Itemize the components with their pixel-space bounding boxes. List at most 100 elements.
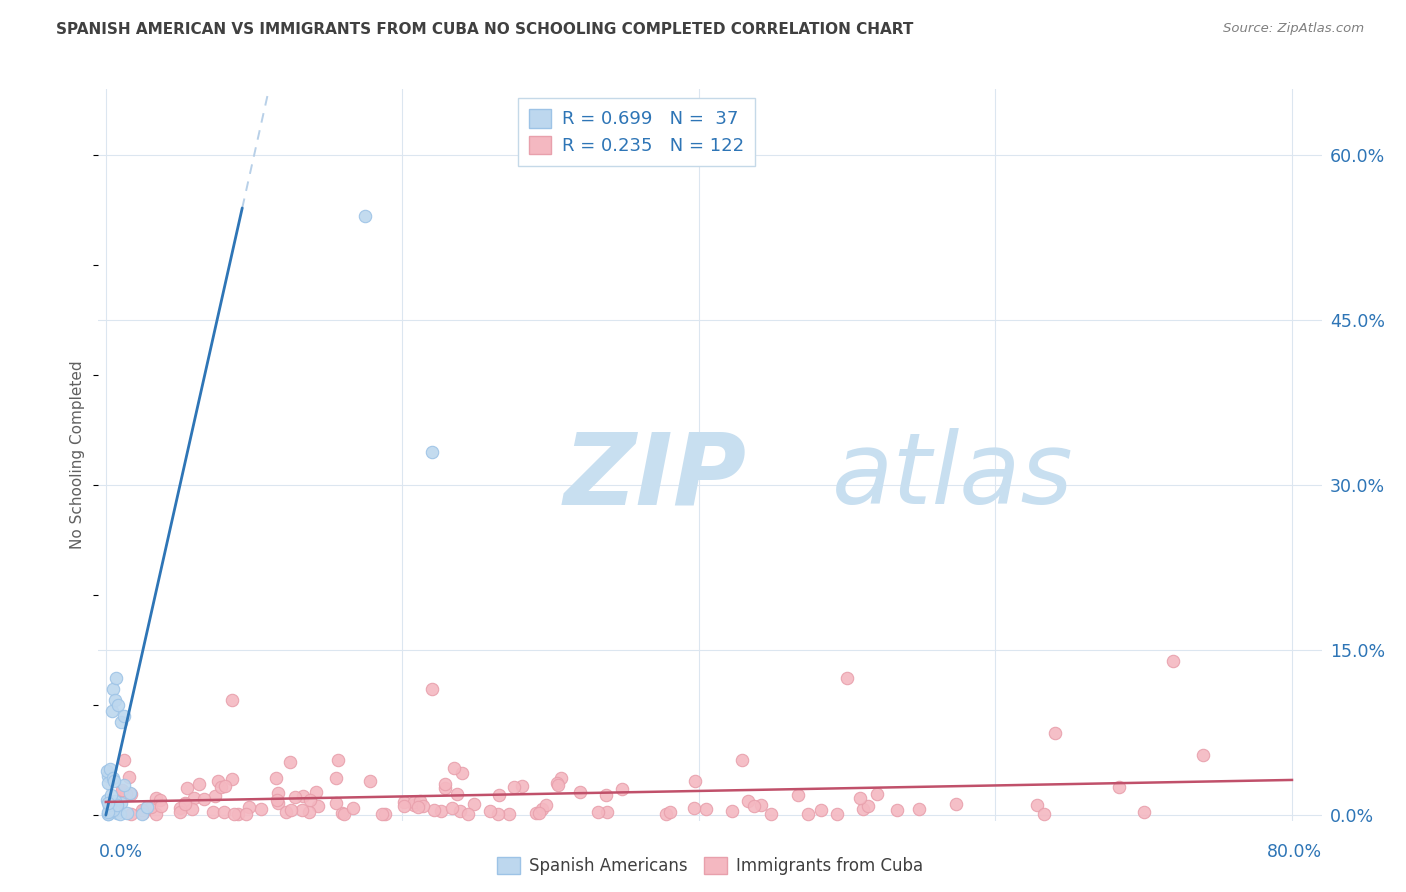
Point: [392, 795, 415, 809]
Point: [655, 806, 678, 821]
Point: [810, 803, 832, 817]
Point: [118, 770, 141, 784]
Point: [1108, 780, 1130, 794]
Point: [451, 765, 474, 780]
Point: [298, 805, 321, 820]
Point: [100, 789, 122, 803]
Point: [307, 799, 329, 814]
Point: [908, 802, 931, 816]
Point: [204, 789, 226, 804]
Point: [298, 793, 321, 807]
Point: [449, 805, 471, 819]
Point: [759, 807, 782, 822]
Y-axis label: No Schooling Completed: No Schooling Completed: [70, 360, 86, 549]
Point: [136, 800, 159, 814]
Point: [325, 772, 347, 786]
Point: [97, 805, 120, 820]
Point: [945, 797, 967, 811]
Point: [97, 769, 120, 783]
Point: [180, 802, 202, 816]
Point: [527, 805, 550, 820]
Point: [737, 794, 759, 808]
Point: [280, 803, 302, 817]
Point: [221, 772, 243, 786]
Point: [330, 806, 353, 821]
Point: [420, 445, 443, 459]
Point: [266, 793, 288, 807]
Point: [404, 797, 426, 812]
Point: [101, 771, 124, 785]
Point: [531, 801, 554, 815]
Point: [291, 803, 314, 817]
Point: [886, 803, 908, 817]
Text: 80.0%: 80.0%: [1267, 843, 1322, 861]
Point: [183, 791, 205, 805]
Point: [682, 801, 704, 815]
Point: [100, 704, 122, 718]
Point: [406, 799, 429, 814]
Point: [550, 771, 572, 785]
Point: [150, 798, 173, 813]
Point: [110, 806, 132, 821]
Point: [266, 787, 288, 801]
Point: [149, 793, 172, 807]
Point: [131, 803, 153, 817]
Point: [463, 797, 485, 812]
Point: [443, 761, 465, 775]
Point: [250, 802, 273, 816]
Point: [238, 800, 260, 814]
Point: [797, 807, 820, 822]
Point: [479, 805, 502, 819]
Point: [1192, 747, 1215, 762]
Point: [100, 797, 122, 811]
Point: [683, 774, 706, 789]
Point: [105, 805, 128, 820]
Point: [858, 799, 880, 814]
Point: [98, 762, 121, 776]
Point: [848, 791, 870, 805]
Point: [787, 788, 810, 802]
Point: [1133, 805, 1156, 819]
Point: [97, 799, 120, 814]
Point: [446, 787, 468, 801]
Point: [546, 776, 568, 790]
Point: [326, 753, 349, 767]
Point: [547, 778, 569, 792]
Point: [112, 753, 135, 767]
Point: [498, 807, 520, 822]
Point: [112, 709, 135, 723]
Point: [865, 787, 887, 801]
Point: [132, 805, 155, 820]
Point: [371, 807, 394, 822]
Text: SPANISH AMERICAN VS IMMIGRANTS FROM CUBA NO SCHOOLING COMPLETED CORRELATION CHAR: SPANISH AMERICAN VS IMMIGRANTS FROM CUBA…: [56, 22, 914, 37]
Point: [97, 796, 120, 810]
Point: [392, 798, 415, 813]
Point: [457, 807, 479, 822]
Point: [145, 790, 167, 805]
Point: [207, 774, 229, 789]
Text: ZIP: ZIP: [564, 428, 747, 525]
Point: [1026, 798, 1049, 813]
Point: [110, 796, 132, 810]
Point: [120, 787, 142, 801]
Point: [837, 671, 859, 685]
Point: [139, 799, 162, 814]
Point: [412, 798, 434, 813]
Point: [420, 681, 443, 696]
Point: [524, 805, 547, 820]
Point: [110, 714, 132, 729]
Point: [96, 764, 118, 778]
Text: 0.0%: 0.0%: [98, 843, 142, 861]
Point: [429, 804, 451, 818]
Point: [98, 798, 121, 813]
Point: [187, 777, 209, 791]
Point: [695, 802, 717, 816]
Point: [534, 797, 557, 812]
Point: [235, 806, 257, 821]
Point: [402, 796, 425, 810]
Point: [409, 794, 432, 808]
Point: [222, 807, 245, 822]
Text: Source: ZipAtlas.com: Source: ZipAtlas.com: [1223, 22, 1364, 36]
Point: [359, 773, 381, 788]
Point: [1163, 654, 1185, 668]
